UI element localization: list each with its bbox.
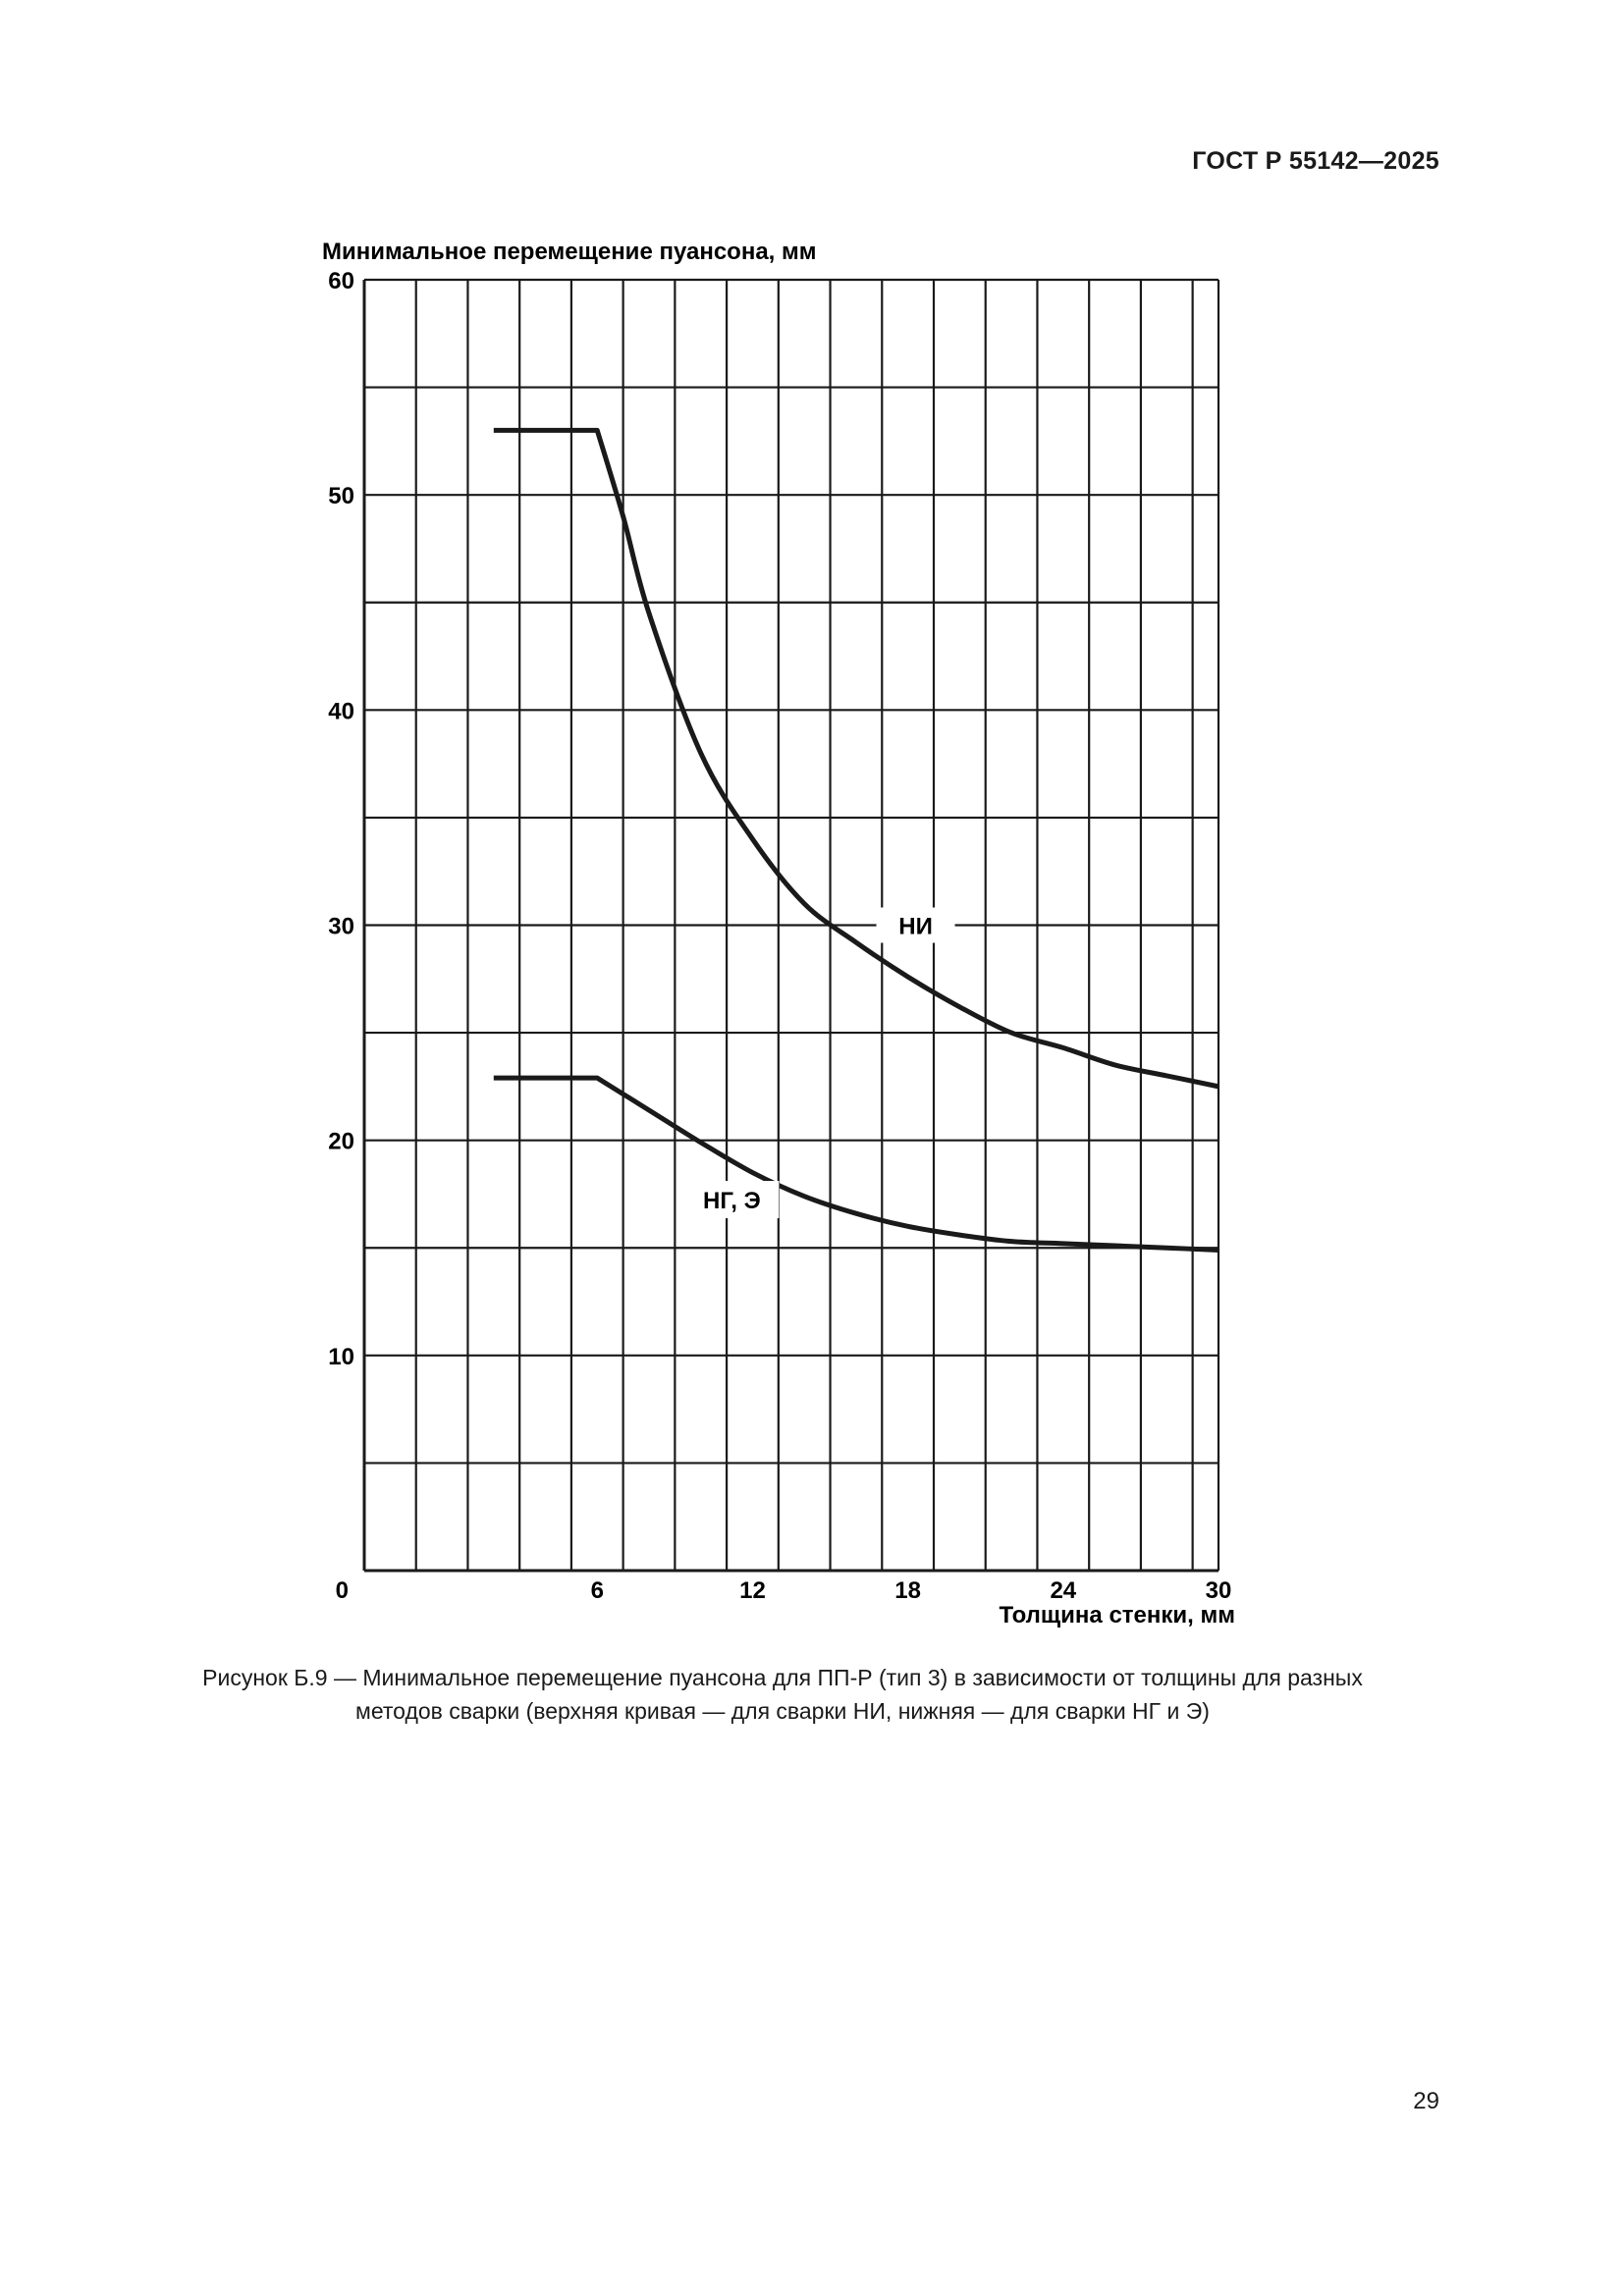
series-label-ng-e: НГ, Э bbox=[703, 1188, 761, 1214]
series-lines bbox=[493, 427, 1219, 1253]
x-tick-label: 0 bbox=[336, 1577, 349, 1604]
series-label-bg bbox=[684, 1181, 780, 1219]
grid bbox=[362, 278, 1220, 1573]
caption-line-2: методов сварки (верхняя кривая — для сва… bbox=[355, 1698, 1210, 1724]
y-tick-label: 60 bbox=[328, 268, 354, 294]
x-tick-label: 30 bbox=[1206, 1577, 1232, 1604]
series-label-ni: НИ bbox=[898, 914, 933, 940]
figure-caption: Рисунок Б.9 — Минимальное перемещение пу… bbox=[118, 1661, 1447, 1728]
y-tick-label: 20 bbox=[328, 1129, 354, 1155]
y-tick-label: 50 bbox=[328, 483, 354, 509]
series-line-ng-e bbox=[493, 1075, 1219, 1253]
series-line-ni bbox=[493, 427, 1219, 1090]
x-tick-label: 12 bbox=[739, 1577, 766, 1604]
y-axis-label: Минимальное перемещение пуансона, мм bbox=[322, 239, 817, 265]
y-tick-label: 40 bbox=[328, 698, 354, 724]
y-tick-label: 10 bbox=[328, 1344, 354, 1370]
x-axis-label: Толщина стенки, мм bbox=[999, 1602, 1235, 1629]
series-label-bg bbox=[876, 907, 955, 943]
line-chart: Минимальное перемещение пуансона, мм Тол… bbox=[322, 239, 1235, 1629]
axis-labels: Минимальное перемещение пуансона, мм Тол… bbox=[322, 239, 1235, 1629]
chart-container: Минимальное перемещение пуансона, мм Тол… bbox=[322, 239, 1235, 1629]
caption-line-1: Рисунок Б.9 — Минимальное перемещение пу… bbox=[202, 1665, 1363, 1690]
page-number: 29 bbox=[1413, 2088, 1439, 2114]
x-tick-label: 24 bbox=[1050, 1577, 1076, 1604]
x-tick-label: 6 bbox=[591, 1577, 604, 1604]
y-tick-label: 30 bbox=[328, 914, 354, 940]
document-header: ГОСТ Р 55142—2025 bbox=[1192, 147, 1439, 175]
x-tick-label: 18 bbox=[894, 1577, 921, 1604]
